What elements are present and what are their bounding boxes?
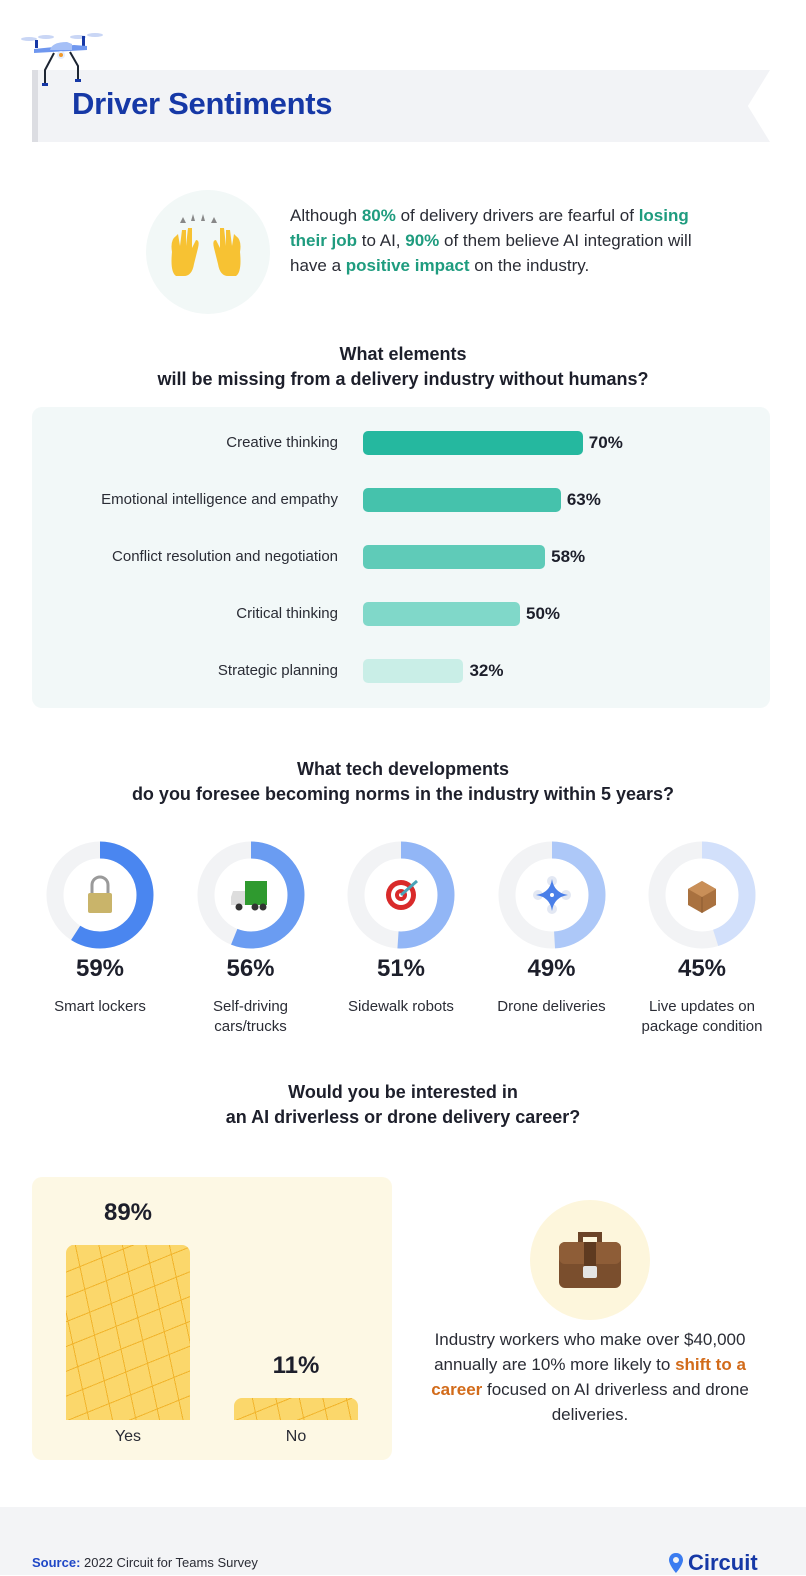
bar bbox=[363, 431, 583, 455]
bar bbox=[363, 545, 546, 569]
donut-arc bbox=[347, 841, 455, 949]
donut-value: 51% bbox=[376, 955, 426, 982]
donut-label: Smart lockers bbox=[54, 998, 146, 1015]
donut bbox=[347, 841, 455, 949]
bar-value: 11% bbox=[272, 1352, 320, 1380]
donut-label: Sidewalk robots bbox=[348, 998, 454, 1015]
donut bbox=[197, 841, 304, 949]
bar-value: 63% bbox=[566, 490, 601, 509]
donut-value: 56% bbox=[226, 955, 275, 982]
intro-text: Although 80% of delivery drivers are fea… bbox=[290, 206, 692, 275]
donut-arc bbox=[46, 841, 154, 949]
bar-value: 32% bbox=[469, 661, 504, 680]
source-text: Source: 2022 Circuit for Teams Survey bbox=[32, 1555, 258, 1570]
bar bbox=[66, 1244, 190, 1420]
truck-icon bbox=[230, 881, 267, 911]
bar-label: Emotional intelligence and empathy bbox=[101, 491, 338, 508]
raising-hands-icon bbox=[171, 214, 241, 276]
map-pin-icon bbox=[669, 1553, 683, 1573]
bar bbox=[363, 659, 464, 683]
donut-value: 45% bbox=[677, 955, 727, 982]
chart3-title: Would you be interested in an AI driverle… bbox=[225, 1082, 581, 1127]
intro-icon-circle bbox=[146, 190, 270, 314]
bar-category: No bbox=[285, 1428, 307, 1445]
target-icon bbox=[386, 879, 418, 910]
circuit-logo: Circuit bbox=[668, 1550, 758, 1576]
package-icon bbox=[688, 881, 716, 913]
bar-label: Creative thinking bbox=[226, 434, 338, 451]
donut bbox=[498, 841, 605, 949]
bar-label: Conflict resolution and negotiation bbox=[112, 548, 338, 565]
donut-value: 49% bbox=[527, 955, 576, 982]
donut bbox=[46, 841, 154, 949]
bar-value: 58% bbox=[551, 547, 586, 566]
chart1-title: What elements will be missing from a deli… bbox=[157, 344, 649, 389]
donut-value: 59% bbox=[75, 955, 125, 982]
bar-value: 89% bbox=[103, 1198, 153, 1226]
title-banner bbox=[32, 70, 770, 142]
bar-category: Yes bbox=[114, 1428, 142, 1445]
page-title: Driver Sentiments bbox=[72, 86, 333, 121]
bar-value: 50% bbox=[526, 604, 561, 623]
donut-arc bbox=[648, 841, 756, 949]
donut-label: Drone deliveries bbox=[497, 998, 606, 1015]
bar-label: Strategic planning bbox=[217, 662, 338, 679]
bar bbox=[363, 488, 561, 512]
drone-icon bbox=[532, 876, 571, 914]
bar bbox=[234, 1398, 358, 1420]
donut bbox=[648, 841, 756, 949]
chart2-title: What tech developments do you foresee bec… bbox=[131, 759, 675, 804]
bar-value: 70% bbox=[588, 433, 623, 452]
lock-icon bbox=[88, 875, 112, 913]
donut-arc bbox=[197, 841, 304, 949]
donut-label: Self-driving cars/trucks bbox=[212, 998, 289, 1035]
donut-label: Live updates on package condition bbox=[641, 998, 763, 1035]
briefcase-icon bbox=[559, 1232, 621, 1288]
career-text: Industry workers who make over $40,000 a… bbox=[431, 1330, 749, 1424]
donut-arc bbox=[498, 841, 605, 949]
drone-icon bbox=[21, 33, 103, 86]
bar bbox=[363, 602, 520, 626]
bar-label: Critical thinking bbox=[236, 605, 338, 622]
